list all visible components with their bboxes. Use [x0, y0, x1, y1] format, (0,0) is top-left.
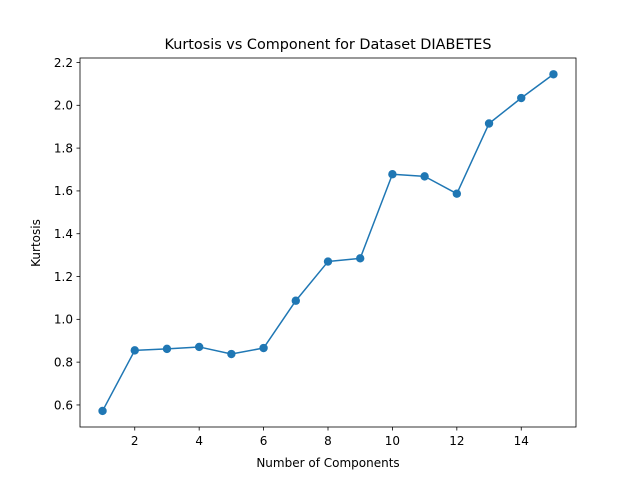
x-tick-label: 10 — [385, 434, 400, 448]
y-tick-label: 0.6 — [54, 398, 73, 412]
data-point — [323, 257, 333, 266]
y-tick-label: 2.2 — [54, 56, 73, 70]
data-point — [259, 343, 268, 353]
data-point — [356, 254, 365, 263]
data-point — [98, 406, 107, 416]
data-point — [420, 172, 429, 181]
y-axis-ticks: 0.6 0.8 1.0 1.2 1.4 1.6 1.8 2.0 2.2 — [54, 56, 80, 412]
y-axis-label: Kurtosis — [29, 219, 43, 267]
series-layer — [98, 70, 558, 416]
y-tick-label: 0.8 — [54, 355, 73, 369]
x-tick-label: 2 — [131, 434, 139, 448]
x-tick-label: 6 — [260, 434, 268, 448]
x-axis-label: Number of Components — [256, 456, 399, 470]
x-axis-ticks: 2 4 6 8 10 12 14 — [131, 427, 529, 448]
data-point — [388, 170, 397, 179]
y-tick-label: 1.4 — [54, 227, 73, 241]
y-tick-label: 1.6 — [54, 184, 73, 198]
y-tick-label: 2.0 — [54, 99, 73, 113]
y-tick-label: 1.8 — [54, 141, 73, 155]
data-point — [517, 93, 526, 103]
y-tick-label: 1.2 — [54, 270, 73, 284]
x-tick-label: 12 — [449, 434, 464, 448]
data-point — [291, 296, 300, 305]
axes-frame — [79, 57, 577, 428]
x-tick-label: 4 — [195, 434, 203, 448]
data-point — [130, 346, 139, 355]
data-point — [162, 344, 172, 354]
data-point — [484, 119, 494, 128]
data-point — [452, 189, 462, 198]
data-point — [549, 70, 558, 79]
chart-title: Kurtosis vs Component for Dataset DIABET… — [165, 37, 492, 53]
y-tick-label: 1.0 — [54, 313, 73, 327]
x-tick-label: 8 — [324, 434, 332, 448]
x-tick-label: 14 — [514, 434, 529, 448]
data-point — [227, 349, 236, 359]
data-point — [194, 342, 204, 352]
